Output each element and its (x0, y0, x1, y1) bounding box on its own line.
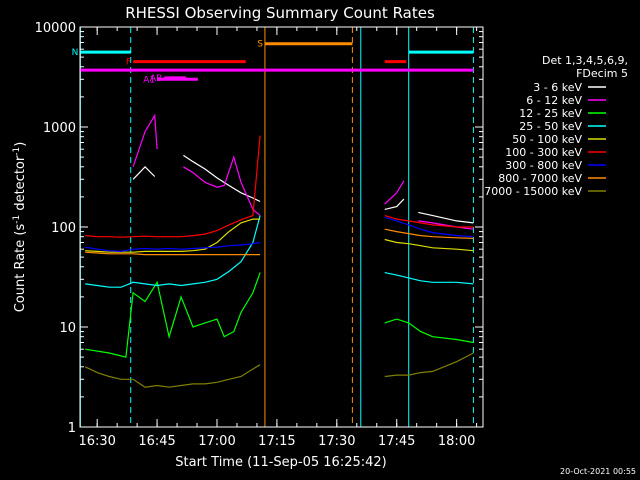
timestamp: 20-Oct-2021 00:55 (560, 467, 636, 476)
legend-label-0: 3 - 6 keV (533, 81, 582, 94)
series-line-3 (85, 215, 474, 288)
x-tick-label-6: 18:00 (438, 434, 475, 449)
legend-label-2: 12 - 25 keV (519, 107, 582, 120)
y-axis-label-end: ) (13, 142, 28, 147)
y-tick-label-3: 1000 (43, 121, 76, 136)
legend-label-4: 50 - 100 keV (512, 133, 582, 146)
flag-label-2: F (126, 58, 131, 68)
series-line-1 (132, 113, 474, 230)
series-line-6 (85, 216, 474, 253)
legend-label-5: 100 - 300 keV (505, 146, 582, 159)
x-axis: 16:30 16:45 17:00 17:15 17:30 17:45 18:00 (78, 27, 478, 449)
x-tick-label-4: 17:30 (318, 434, 355, 449)
legend-header-1: Det 1,3,4,5,6,9, (542, 54, 628, 67)
y-axis-label-sup-1: -1 (12, 215, 22, 224)
series-line-5 (85, 135, 474, 238)
y-axis: 1 10 100 1000 10000 (35, 21, 483, 436)
legend-label-8: 7000 - 15000 keV (484, 185, 582, 198)
chart-title: RHESSI Observing Summary Count Rates (125, 4, 435, 22)
x-tick-label-5: 17:45 (378, 434, 415, 449)
flag-label-5: A1 (143, 75, 155, 85)
y-tick-label-1: 10 (59, 321, 76, 336)
flag-label-0: N (72, 48, 79, 58)
x-tick-label-1: 16:45 (138, 434, 175, 449)
x-tick-label-3: 17:15 (258, 434, 295, 449)
y-axis-label-mid: detector (13, 155, 28, 215)
series-line-7 (85, 228, 474, 256)
series-line-4 (85, 218, 474, 253)
series-line-8 (84, 352, 474, 388)
y-axis-label-main: Count Rate (s (13, 224, 28, 313)
y-tick-label-0: 1 (68, 421, 76, 436)
legend-label-3: 25 - 50 keV (519, 120, 582, 133)
flag-label-4: AB (150, 74, 162, 84)
legend-label-1: 6 - 12 keV (526, 94, 582, 107)
y-tick-label-4: 10000 (35, 21, 76, 36)
legend-label-6: 300 - 800 keV (505, 159, 582, 172)
y-axis-label-sup-2: -1 (12, 147, 22, 156)
x-tick-label-0: 16:30 (78, 434, 115, 449)
legend-label-7: 800 - 7000 keV (498, 172, 582, 185)
y-tick-label-2: 100 (51, 221, 76, 236)
x-axis-label: Start Time (11-Sep-05 16:25:42) (175, 455, 386, 470)
series-line-0 (132, 154, 474, 224)
x-tick-label-2: 17:00 (198, 434, 235, 449)
y-axis-label: Count Rate (s-1 detector-1) (12, 142, 28, 313)
series-line-2 (85, 272, 474, 358)
flag-label-1: S (257, 40, 263, 50)
legend-header-2: FDecim 5 (576, 67, 628, 80)
